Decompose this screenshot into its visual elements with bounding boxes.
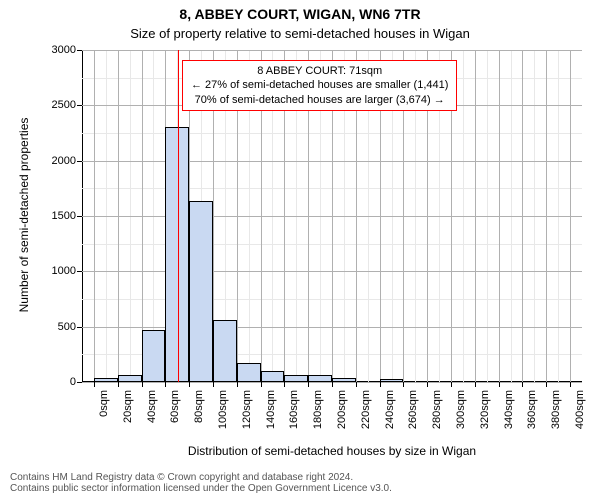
x-tick-label: 80sqm bbox=[193, 390, 205, 450]
x-gridline bbox=[522, 50, 523, 382]
x-tick-label: 200sqm bbox=[336, 390, 348, 450]
x-tick-label: 280sqm bbox=[431, 390, 443, 450]
x-tick bbox=[284, 382, 285, 387]
histogram-bar bbox=[94, 378, 118, 382]
x-tick-label: 260sqm bbox=[407, 390, 419, 450]
x-tick bbox=[308, 382, 309, 387]
x-tick-label: 380sqm bbox=[550, 390, 562, 450]
x-tick-label: 340sqm bbox=[503, 390, 515, 450]
x-tick bbox=[165, 382, 166, 387]
x-tick bbox=[427, 382, 428, 387]
y-tick bbox=[77, 216, 82, 217]
x-tick bbox=[522, 382, 523, 387]
x-tick-label: 220sqm bbox=[360, 390, 372, 450]
x-tick bbox=[118, 382, 119, 387]
x-gridline bbox=[94, 50, 95, 382]
y-tick-label: 2000 bbox=[36, 155, 76, 167]
chart-title-line1: 8, ABBEY COURT, WIGAN, WN6 7TR bbox=[0, 6, 600, 22]
histogram-bar bbox=[308, 375, 332, 382]
histogram-bar bbox=[213, 320, 237, 382]
x-gridline bbox=[475, 50, 476, 382]
x-tick bbox=[332, 382, 333, 387]
y-tick bbox=[77, 382, 82, 383]
x-tick-label: 100sqm bbox=[217, 390, 229, 450]
y-axis-title: Number of semi-detached properties bbox=[17, 95, 31, 335]
x-gridline bbox=[570, 50, 571, 382]
info-box-line: ← 27% of semi-detached houses are smalle… bbox=[191, 78, 448, 92]
x-tick bbox=[451, 382, 452, 387]
x-tick bbox=[189, 382, 190, 387]
y-tick-label: 500 bbox=[36, 321, 76, 333]
x-tick-label: 140sqm bbox=[265, 390, 277, 450]
y-tick bbox=[77, 161, 82, 162]
y-tick-label: 2500 bbox=[36, 99, 76, 111]
histogram-bar bbox=[237, 363, 261, 382]
x-tick bbox=[570, 382, 571, 387]
x-tick bbox=[261, 382, 262, 387]
info-box: 8 ABBEY COURT: 71sqm← 27% of semi-detach… bbox=[182, 60, 457, 111]
x-tick-label: 40sqm bbox=[146, 390, 158, 450]
histogram-bar bbox=[118, 375, 142, 382]
x-tick-label: 20sqm bbox=[122, 390, 134, 450]
x-tick-label: 240sqm bbox=[384, 390, 396, 450]
info-box-line: 70% of semi-detached houses are larger (… bbox=[191, 93, 448, 107]
footer-line2: Contains public sector information licen… bbox=[10, 483, 392, 494]
info-box-line: 8 ABBEY COURT: 71sqm bbox=[191, 64, 448, 78]
x-tick bbox=[142, 382, 143, 387]
x-gridline bbox=[499, 50, 500, 382]
y-tick-label: 1500 bbox=[36, 210, 76, 222]
footer-line1: Contains HM Land Registry data © Crown c… bbox=[10, 472, 392, 483]
x-tick-label: 400sqm bbox=[574, 390, 586, 450]
reference-line bbox=[178, 50, 179, 382]
x-tick-label: 180sqm bbox=[312, 390, 324, 450]
x-tick bbox=[475, 382, 476, 387]
x-tick bbox=[380, 382, 381, 387]
x-tick bbox=[213, 382, 214, 387]
x-tick-label: 160sqm bbox=[288, 390, 300, 450]
histogram-bar bbox=[380, 379, 404, 382]
x-gridline bbox=[118, 50, 119, 382]
histogram-bar bbox=[165, 127, 189, 382]
x-tick bbox=[356, 382, 357, 387]
y-tick bbox=[77, 271, 82, 272]
x-tick-label: 300sqm bbox=[455, 390, 467, 450]
y-tick bbox=[77, 105, 82, 106]
chart-title-line2: Size of property relative to semi-detach… bbox=[0, 26, 600, 41]
x-tick-label: 60sqm bbox=[169, 390, 181, 450]
histogram-bar bbox=[332, 378, 356, 382]
x-tick bbox=[403, 382, 404, 387]
x-tick bbox=[94, 382, 95, 387]
x-tick-label: 320sqm bbox=[479, 390, 491, 450]
y-tick bbox=[77, 327, 82, 328]
x-tick bbox=[237, 382, 238, 387]
plot-area: 0500100015002000250030000sqm20sqm40sqm60… bbox=[82, 50, 582, 382]
footer: Contains HM Land Registry data © Crown c… bbox=[10, 472, 392, 494]
y-tick-label: 3000 bbox=[36, 44, 76, 56]
chart-root: 8, ABBEY COURT, WIGAN, WN6 7TR Size of p… bbox=[0, 0, 600, 500]
histogram-bar bbox=[189, 201, 213, 382]
histogram-bar bbox=[261, 371, 285, 382]
x-tick-label: 120sqm bbox=[241, 390, 253, 450]
x-tick-label: 0sqm bbox=[98, 390, 110, 450]
y-tick-label: 1000 bbox=[36, 265, 76, 277]
x-axis-title: Distribution of semi-detached houses by … bbox=[82, 444, 582, 458]
histogram-bar bbox=[284, 375, 308, 382]
x-tick-label: 360sqm bbox=[526, 390, 538, 450]
y-tick bbox=[77, 50, 82, 51]
y-tick-label: 0 bbox=[36, 376, 76, 388]
x-gridline bbox=[546, 50, 547, 382]
x-tick bbox=[546, 382, 547, 387]
histogram-bar bbox=[142, 330, 166, 382]
x-tick bbox=[499, 382, 500, 387]
